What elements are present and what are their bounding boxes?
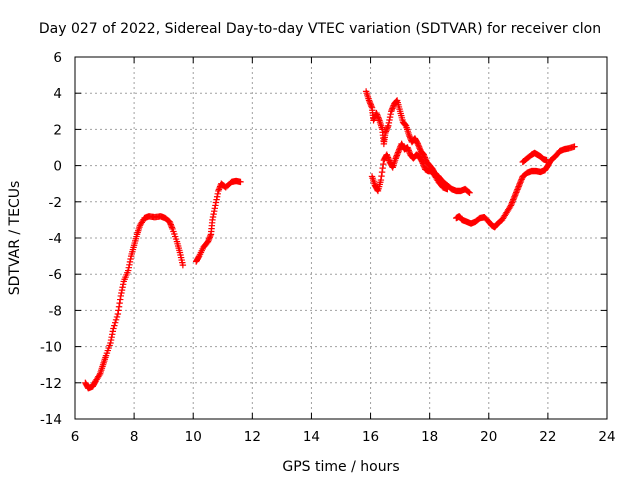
y-tick-label: -2 (49, 195, 62, 211)
data-point (571, 143, 578, 150)
grid-lines (75, 57, 607, 419)
y-tick-label: -4 (49, 231, 62, 247)
x-tick-label: 22 (539, 429, 556, 445)
y-tick-label: 6 (53, 50, 62, 66)
data-point (111, 322, 118, 329)
data-point (444, 185, 451, 193)
x-tick-label: 8 (130, 429, 139, 445)
y-tick-label: 2 (53, 122, 62, 138)
data-point (112, 316, 120, 324)
data-point (237, 178, 244, 186)
y-tick-label: -8 (49, 303, 62, 319)
x-tick-label: 18 (421, 429, 438, 445)
y-axis-tick-labels: 6 4 2 0 -2 -4 -6 -8 -10 -12 -14 (40, 50, 62, 428)
data-marks (82, 88, 578, 392)
data-point (543, 156, 550, 164)
y-tick-label: -10 (40, 340, 62, 356)
x-axis-tick-labels: 6 8 10 12 14 16 18 20 22 24 (71, 429, 616, 445)
x-tick-label: 16 (362, 429, 379, 445)
y-tick-label: -14 (40, 412, 62, 428)
y-tick-label: -6 (49, 267, 62, 283)
y-axis-label: SDTVAR / TECUs (7, 181, 23, 296)
data-point (506, 203, 514, 211)
data-point (96, 371, 103, 379)
data-point (466, 189, 473, 196)
chart-title: Day 027 of 2022, Sidereal Day-to-day VTE… (39, 21, 601, 37)
x-tick-label: 14 (303, 429, 320, 445)
x-tick-label: 12 (244, 429, 261, 445)
y-tick-label: -12 (40, 376, 62, 392)
data-point (111, 319, 119, 326)
data-point (465, 188, 472, 196)
y-tick-label: 0 (53, 159, 62, 175)
y-tick-label: 4 (53, 86, 62, 102)
x-tick-label: 10 (185, 429, 202, 445)
x-tick-label: 6 (71, 429, 80, 445)
x-axis-label: GPS time / hours (282, 459, 399, 475)
data-point (110, 325, 117, 332)
x-tick-label: 20 (480, 429, 497, 445)
axis-ticks (74, 56, 608, 420)
data-point (113, 313, 121, 321)
x-tick-label: 24 (598, 429, 615, 445)
data-point (179, 261, 187, 269)
